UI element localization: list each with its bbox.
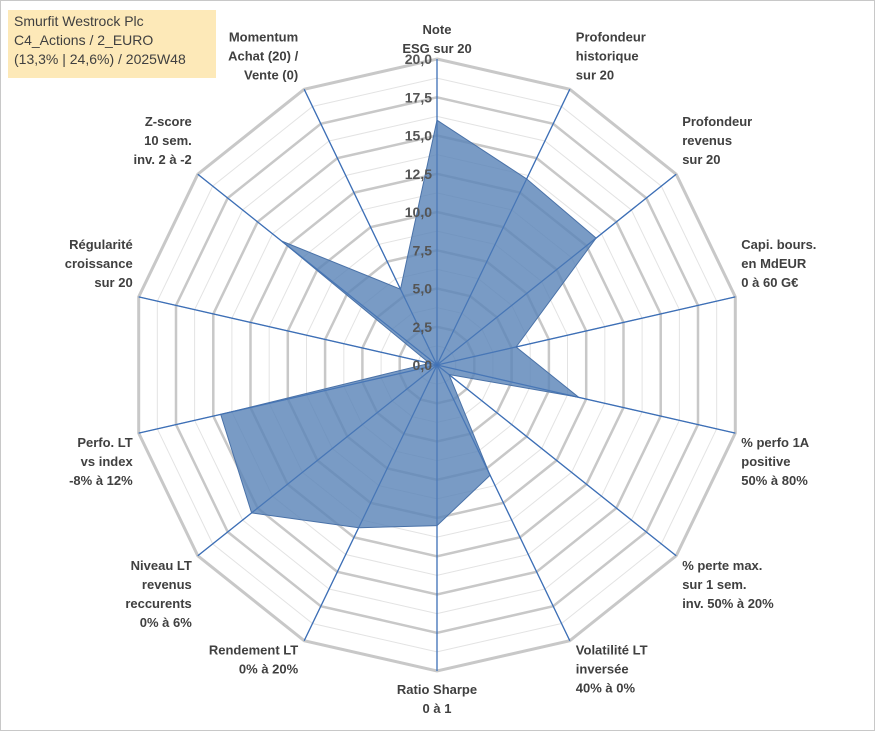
- axis-label-line: 50% à 80%: [741, 473, 808, 488]
- axis-label-line: Ratio Sharpe: [397, 682, 477, 697]
- axis-label-line: positive: [741, 454, 790, 469]
- axis-spoke-overlay: [197, 364, 438, 557]
- axis-label-line: reccurents: [125, 596, 191, 611]
- tick-label: 0,0: [413, 357, 433, 373]
- axis-label-line: ESG sur 20: [402, 41, 471, 56]
- axis-label-line: sur 20: [576, 67, 614, 82]
- axis-label-line: -8% à 12%: [69, 473, 133, 488]
- tick-label: 15,0: [405, 128, 432, 144]
- axis-label-line: croissance: [65, 256, 133, 271]
- axis-label-line: sur 20: [94, 275, 132, 290]
- axis-label: Rendement LT 0% à 20%: [209, 643, 299, 677]
- axis-label: % perte max. sur 1 sem. inv. 50% à 20%: [682, 558, 774, 611]
- axis-label-line: sur 1 sem.: [682, 577, 746, 592]
- tick-label: 17,5: [405, 89, 432, 105]
- radar-series: [138, 59, 736, 671]
- axis-label-line: 10 sem.: [144, 133, 192, 148]
- axis-label-line: Capi. bours.: [741, 237, 816, 252]
- radar-axis-labels: Note ESG sur 20 Profondeur historique sur 20…: [65, 22, 817, 716]
- axis-spoke-overlay: [138, 364, 438, 434]
- chart-title-box: Smurfit Westrock Plc C4_Actions / 2_EURO…: [8, 10, 216, 78]
- axis-label: Volatilité LT inversée 40% à 0%: [576, 643, 648, 696]
- axis-label: Profondeur revenus sur 20: [682, 114, 752, 167]
- axis-label: Niveau LT revenus reccurents 0% à 6%: [125, 558, 192, 630]
- axis-spoke-overlay: [303, 364, 438, 641]
- tick-label: 2,5: [413, 319, 433, 335]
- axis-label-line: Rendement LT: [209, 643, 298, 658]
- axis-label-line: inversée: [576, 662, 629, 677]
- axis-label: Ratio Sharpe 0 à 1: [397, 682, 477, 716]
- axis-spoke-overlay: [138, 296, 438, 366]
- axis-label-line: 0% à 20%: [239, 662, 299, 677]
- axis-label: Régularité croissance sur 20: [65, 237, 133, 290]
- axis-label-line: historique: [576, 48, 639, 63]
- axis-label-line: 0 à 60 G€: [741, 275, 798, 290]
- axis-label-line: revenus: [142, 577, 192, 592]
- axis-label-line: % perfo 1A: [741, 435, 810, 450]
- axis-label-line: Volatilité LT: [576, 643, 648, 658]
- tick-label: 10,0: [405, 204, 432, 220]
- axis-label-line: 0% à 6%: [140, 615, 192, 630]
- axis-spoke-overlay: [436, 89, 571, 366]
- axis-label: Profondeur historique sur 20: [576, 29, 646, 82]
- axis-label: Note ESG sur 20: [402, 22, 471, 56]
- axis-label-line: Régularité: [69, 237, 133, 252]
- axis-label-line: inv. 2 à -2: [134, 152, 192, 167]
- tick-label: 20,0: [405, 51, 432, 67]
- title-line-stats: (13,3% | 24,6%) / 2025W48: [14, 51, 186, 67]
- axis-spoke-overlay: [303, 89, 438, 366]
- axis-label-line: en MdEUR: [741, 256, 807, 271]
- axis-spoke-overlay: [197, 173, 438, 366]
- tick-label: 5,0: [413, 281, 433, 297]
- axis-label-line: 40% à 0%: [576, 681, 636, 696]
- axis-label-line: inv. 50% à 20%: [682, 596, 774, 611]
- axis-label-line: sur 20: [682, 152, 720, 167]
- axis-label: Momentum Achat (20) / Vente (0): [228, 29, 298, 82]
- axis-label: Z-score 10 sem. inv. 2 à -2: [134, 114, 192, 167]
- axis-label: Capi. bours. en MdEUR 0 à 60 G€: [741, 237, 816, 290]
- axis-label-line: Achat (20) /: [228, 48, 298, 63]
- axis-label-line: Vente (0): [244, 67, 298, 82]
- axis-spoke-overlay: [436, 364, 571, 641]
- tick-label: 12,5: [405, 166, 432, 182]
- axis-label-line: vs index: [81, 454, 134, 469]
- radar-tick-labels: 0,0 2,5 5,0 7,5 10,0 12,5 15,0 17,5 20,0: [405, 51, 432, 373]
- axis-spoke-overlay: [436, 364, 736, 434]
- axis-label: % perfo 1A positive 50% à 80%: [741, 435, 810, 488]
- axis-label: Perfo. LT vs index -8% à 12%: [69, 435, 133, 488]
- title-line-category: C4_Actions / 2_EURO: [14, 32, 154, 48]
- axis-label-line: Niveau LT: [131, 558, 192, 573]
- axis-label-line: Profondeur: [682, 114, 752, 129]
- axis-label-line: revenus: [682, 133, 732, 148]
- axis-label-line: Perfo. LT: [77, 435, 132, 450]
- axis-label-line: Momentum: [229, 29, 298, 44]
- axis-label-line: 0 à 1: [423, 701, 452, 716]
- axis-label-line: % perte max.: [682, 558, 762, 573]
- axis-label-line: Profondeur: [576, 29, 646, 44]
- tick-label: 7,5: [413, 242, 433, 258]
- axis-label-line: Z-score: [145, 114, 192, 129]
- axis-spoke-overlay: [436, 296, 736, 366]
- axis-label-line: Note: [423, 22, 452, 37]
- title-line-company: Smurfit Westrock Plc: [14, 13, 144, 29]
- axis-spoke-overlay: [436, 364, 677, 557]
- axis-spoke-overlay: [436, 173, 677, 366]
